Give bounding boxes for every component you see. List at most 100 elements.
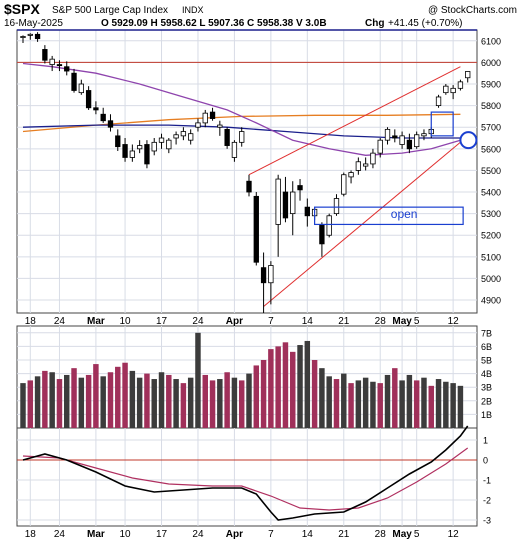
macd-line [22,425,469,521]
candle-body [202,112,208,124]
price-tick-label: 5900 [481,80,501,90]
volume-bar [443,381,449,428]
candle-body [392,135,398,139]
x-tick-label: 24 [54,529,66,540]
volume-bar [435,379,442,428]
candle-body [450,87,456,94]
candle-body [188,133,194,141]
volume-bar [27,380,34,428]
candle-body [384,128,391,141]
candle-body [224,128,230,146]
candle-body [253,195,259,263]
x-tick-label: 24 [192,529,204,540]
volume-bar [399,380,405,428]
candle-body [414,134,420,148]
price-tick-label: 5400 [481,188,501,198]
x-tick-label: 5 [414,529,420,540]
volume-bar [56,379,63,428]
oscillator-panel [16,427,478,527]
volume-bar [202,374,208,428]
x-tick-label: 5 [414,316,420,327]
index-name: S&P 500 Large Cap Index [52,5,168,16]
candle-body [239,131,245,143]
x-axis-bottom: 18 24 Mar 10 17 24 Apr 7 14 21 28 May 5 12 [25,529,459,540]
price-axis: 4900 5000 5100 5200 5300 5400 5500 5600 5700 5800… [481,36,501,305]
volume-bar [217,379,223,428]
candle-body [42,49,48,61]
x-tick-label: 17 [156,529,168,540]
volume-bar [144,373,150,428]
volume-bar [392,368,398,428]
price-panel [16,29,478,314]
volume-bar [20,383,26,428]
price-tick-label: 5100 [481,252,501,262]
candle-body [129,150,136,158]
volume-bar [457,385,464,428]
candle-body [93,107,99,111]
volume-bar [107,372,114,428]
volume-tick-label: 3B [481,383,492,393]
volume-bar [341,373,347,428]
x-tick-label: Apr [226,316,243,327]
exchange: INDX [182,5,204,15]
candle-body [377,139,383,154]
annotations: open [314,111,478,226]
volume-bar [115,366,121,428]
volume-bar [49,372,55,428]
volume-bar [158,372,165,428]
x-tick-label: 21 [338,529,350,540]
volume-bar [173,379,179,428]
candle-body [362,163,369,167]
price-tick-label: 5000 [481,274,501,284]
volume-bar [326,376,332,428]
volume-bar [311,360,318,428]
candle-body [275,178,281,225]
volume-bar [297,345,303,428]
candle-body [78,83,84,94]
candle-body [122,144,128,158]
volume-bar [377,383,383,428]
price-tick-label: 4900 [481,296,501,306]
price-tick-label: 5700 [481,123,501,133]
volume-bar [195,332,201,428]
date-label: 16-May-2025 [4,18,63,29]
volume-bar [384,374,391,428]
volume-bar [187,377,194,428]
volume-bar [209,380,216,428]
candle-body [341,174,347,195]
volume-bar [64,374,70,428]
volume-bar [355,380,362,428]
open-gap-box [314,206,464,226]
candle-body [180,131,187,137]
volume-tick-label: 7B [481,328,492,338]
x-tick-label: 14 [302,529,314,540]
candle-body [173,134,179,139]
candle-body [49,58,55,65]
volume-tick-label: 5B [481,356,492,366]
price-tick-label: 5600 [481,144,501,154]
volume-tick-label: 2B [481,396,492,406]
volume-bar [282,342,289,428]
volume-bar [100,376,106,428]
x-tick-label: 18 [25,316,37,327]
candle-body [136,145,143,150]
price-tick-label: 5300 [481,209,501,219]
osc-tick-label: -1 [483,476,491,486]
volume-bar [268,349,274,428]
candle-body [457,81,464,89]
candle-body [195,122,201,128]
volume-bar [246,373,252,428]
volume-bar [180,383,187,428]
candle-body [290,191,296,215]
x-tick-label: 10 [120,316,132,327]
volume-bar [362,377,369,428]
volume-bar [304,340,311,428]
candle-body [166,139,172,150]
x-tick-label: 14 [302,316,314,327]
volume-bar [413,380,420,428]
candle-body [370,152,376,165]
candle-body [64,66,70,72]
volume-bar [333,379,340,428]
volume-bar [34,376,41,428]
x-tick-label: May [392,529,412,540]
